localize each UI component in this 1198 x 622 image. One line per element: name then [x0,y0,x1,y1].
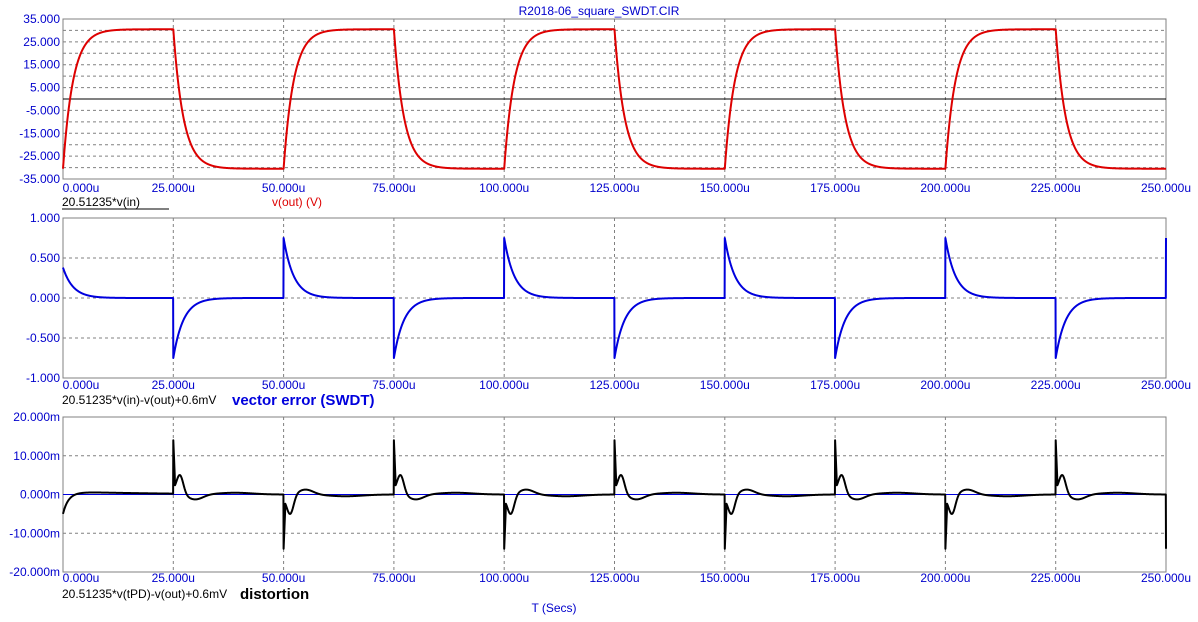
series-label: v(out) (V) [272,195,322,209]
y-tick-label: 5.000 [30,81,60,95]
x-tick-label: 100.000u [479,378,529,392]
chart-title: R2018-06_square_SWDT.CIR [519,4,680,18]
y-tick-label: -35.000 [19,172,60,186]
x-tick-label: 250.000u [1141,378,1191,392]
x-tick-label: 175.000u [810,181,860,195]
x-tick-label: 50.000u [262,378,305,392]
x-tick-label: 50.000u [262,181,305,195]
x-tick-label: 100.000u [479,181,529,195]
x-tick-label: 150.000u [700,378,750,392]
x-tick-label: 175.000u [810,378,860,392]
y-tick-label: -0.500 [26,331,60,345]
series-line-error_spikes [62,237,1167,359]
x-tick-label: 75.000u [372,571,415,585]
y-tick-label: -1.000 [26,371,60,385]
x-tick-label: 25.000u [152,378,195,392]
y-tick-label: -5.000 [26,103,60,117]
x-axis-label: T (Secs) [531,601,576,615]
x-tick-label: 25.000u [152,571,195,585]
x-tick-label: 125.000u [589,571,639,585]
x-tick-label: 250.000u [1141,181,1191,195]
y-tick-label: -25.000 [19,149,60,163]
x-tick-label: 0.000u [63,378,100,392]
x-tick-label: 0.000u [63,571,100,585]
x-tick-label: 75.000u [372,181,415,195]
y-tick-label: -20.000m [9,565,60,579]
panel-2: 0.000u 25.000u 50.000u 75.000u 100.000u 125.0… [26,211,1191,409]
y-tick-label: 0.000m [20,488,60,502]
x-tick-label: 225.000u [1031,571,1081,585]
x-tick-label: 150.000u [700,181,750,195]
x-tick-label: 125.000u [589,378,639,392]
x-tick-label: 200.000u [920,571,970,585]
x-tick-label: 225.000u [1031,378,1081,392]
y-tick-label: 0.500 [30,251,60,265]
x-tick-label: 50.000u [262,571,305,585]
x-tick-label: 200.000u [920,378,970,392]
x-tick-label: 200.000u [920,181,970,195]
series-line-distortion [62,439,1167,550]
y-tick-label: 0.000 [30,291,60,305]
series-label: 20.51235*v(in)-v(out)+0.6mV [62,393,216,407]
x-tick-label: 175.000u [810,571,860,585]
series-label: 20.51235*v(in) [62,195,140,209]
y-tick-label: -15.000 [19,126,60,140]
y-tick-label: 15.000 [23,58,60,72]
y-tick-label: 1.000 [30,211,60,225]
annotation-label: vector error (SWDT) [232,392,375,409]
x-tick-label: 225.000u [1031,181,1081,195]
series-label: 20.51235*v(tPD)-v(out)+0.6mV [62,587,227,601]
panel-3: 0.000u 25.000u 50.000u 75.000u 100.000u 125.0… [9,410,1191,603]
annotation-label: distortion [240,586,309,603]
series-line-rc_response [62,28,1167,170]
x-tick-label: 100.000u [479,571,529,585]
x-tick-label: 150.000u [700,571,750,585]
x-tick-label: 0.000u [63,181,100,195]
y-tick-label: 10.000m [13,449,60,463]
y-tick-label: 20.000m [13,410,60,424]
x-tick-label: 125.000u [589,181,639,195]
x-tick-label: 75.000u [372,378,415,392]
x-tick-label: 25.000u [152,181,195,195]
x-tick-label: 250.000u [1141,571,1191,585]
panel-1: 0.000u 25.000u 50.000u 75.000u 100.000u 125.0… [19,12,1191,210]
y-tick-label: 25.000 [23,35,60,49]
y-tick-label: -10.000m [9,526,60,540]
y-tick-label: 35.000 [23,12,60,26]
